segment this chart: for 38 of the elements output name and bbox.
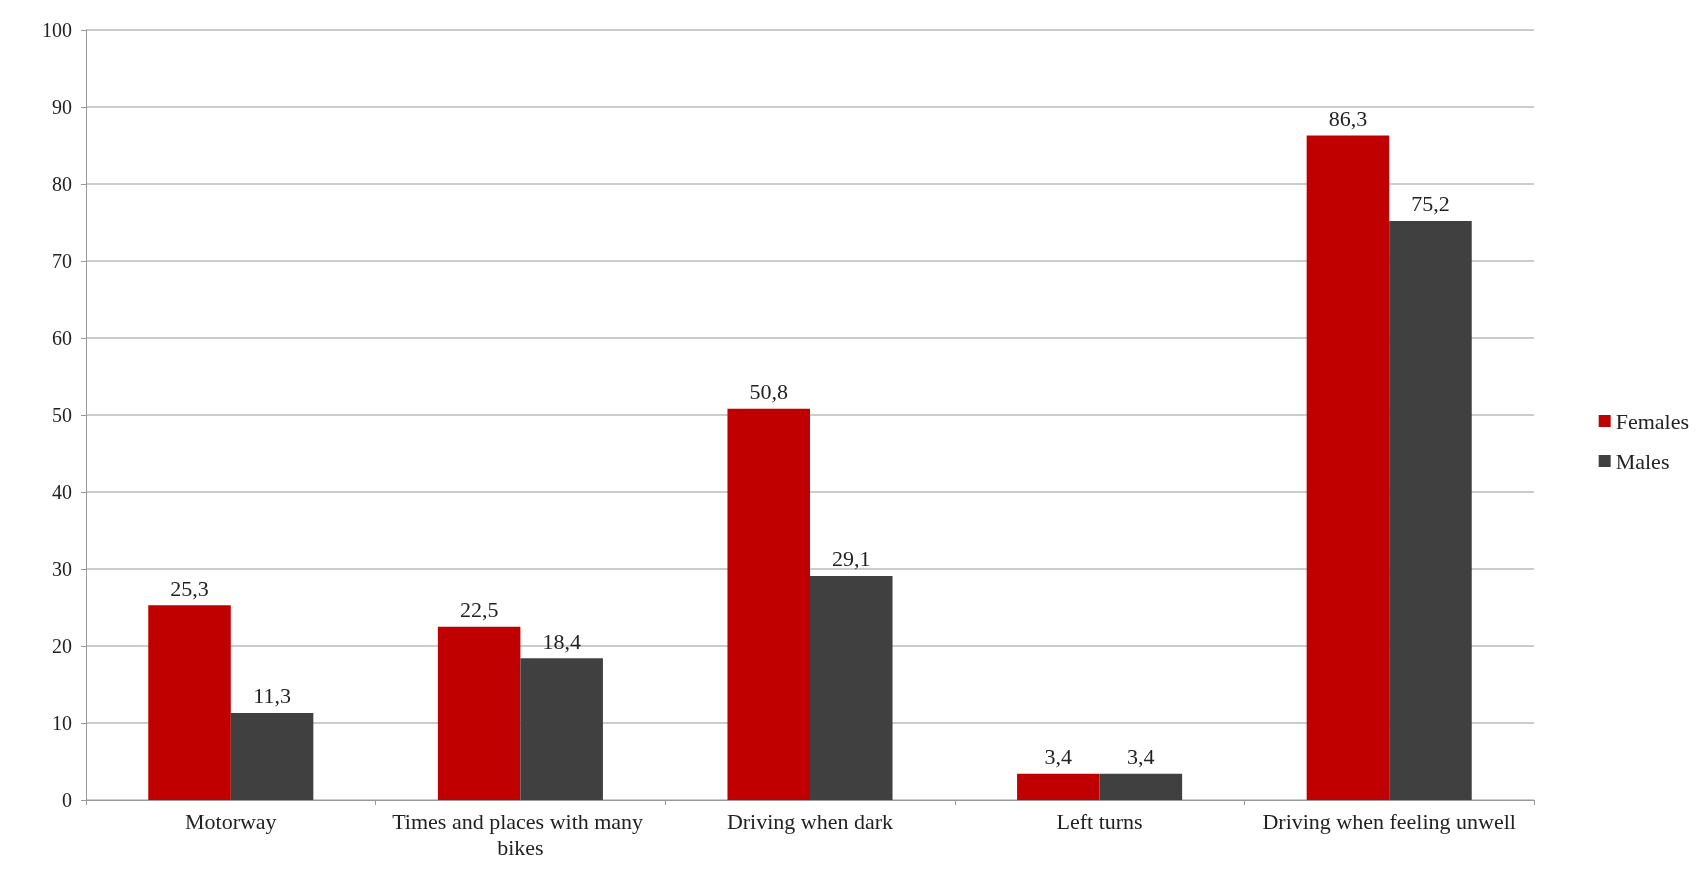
bar (148, 605, 231, 800)
data-label: 86,3 (1328, 105, 1368, 131)
y-tick-label: 40 (52, 481, 72, 503)
bar (1389, 220, 1472, 800)
y-tick-label: 70 (52, 250, 72, 272)
y-tick-label: 30 (52, 558, 72, 580)
data-label: 11,3 (253, 683, 291, 709)
data-label: 3,4 (1044, 744, 1073, 770)
bar (230, 712, 314, 800)
bar (810, 575, 893, 800)
data-label: 22,5 (459, 597, 499, 623)
x-tick-label: Left turns (1056, 808, 1143, 834)
data-label: 75,2 (1411, 191, 1450, 217)
y-tick-label: 100 (42, 19, 72, 41)
bar (1017, 773, 1100, 800)
y-tick-label: 20 (52, 635, 72, 657)
bar (727, 408, 810, 800)
data-label: 3,4 (1127, 744, 1155, 770)
bar (1099, 773, 1183, 800)
y-tick-label: 50 (52, 404, 72, 426)
x-tick-label: Driving when feeling unwell (1262, 808, 1516, 834)
bar (520, 658, 603, 800)
data-label: 18,4 (542, 628, 581, 654)
data-label: 29,1 (832, 546, 871, 572)
data-label: 50,8 (749, 379, 788, 405)
y-tick-label: 90 (52, 96, 72, 118)
y-tick-label: 60 (52, 327, 72, 349)
y-tick-label: 0 (62, 789, 72, 811)
y-tick-label: 80 (52, 173, 72, 195)
legend-label: Males (1615, 448, 1670, 474)
x-tick-label: Motorway (184, 808, 277, 834)
bar (437, 626, 521, 800)
x-tick-label: Times and places with many bikes (392, 808, 649, 860)
x-tick-label: Driving when dark (726, 808, 894, 834)
y-tick-label: 10 (52, 712, 72, 734)
legend-label: Females (1615, 408, 1690, 434)
data-label: 25,3 (170, 575, 209, 601)
bar (1306, 135, 1390, 800)
